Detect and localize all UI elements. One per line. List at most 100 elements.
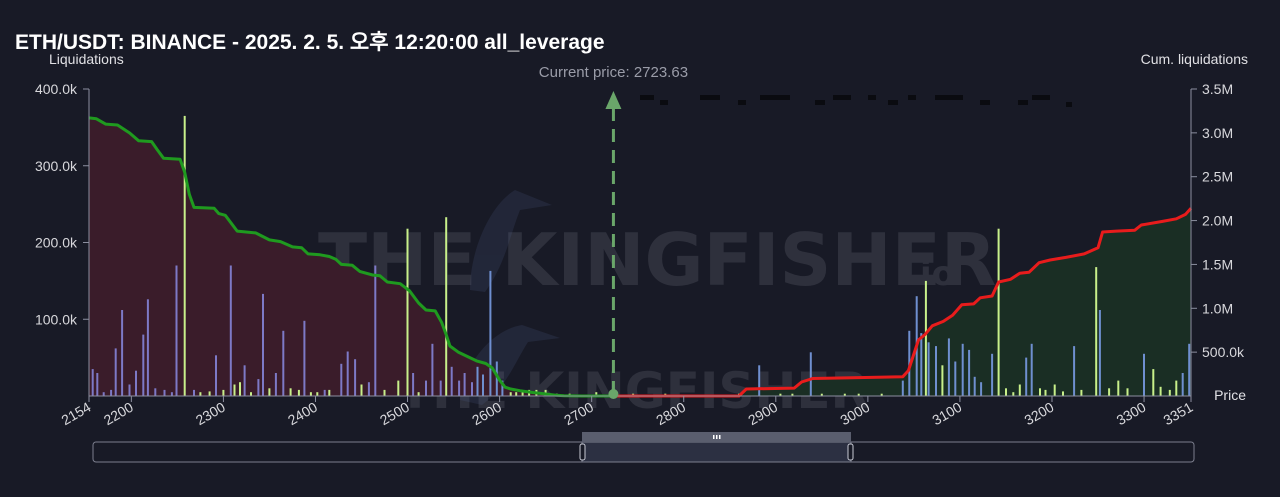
liquidation-bar (193, 389, 195, 396)
liquidation-bar (927, 342, 930, 396)
liquidation-bar (820, 393, 823, 396)
grip-dots-icon (713, 435, 721, 439)
liquidation-bar (521, 392, 524, 396)
liquidation-bar (1108, 388, 1111, 396)
liquidation-bar (961, 343, 964, 396)
liquidation-bar (128, 384, 131, 396)
liquidation-bar (229, 265, 232, 396)
liquidation-bar (340, 363, 343, 396)
right-tick-label: 2.5M (1202, 169, 1233, 185)
right-tick-label: 3.5M (1202, 81, 1233, 97)
liquidation-bar (501, 380, 504, 396)
liquidation-bar (463, 373, 466, 396)
liquidation-bar (346, 351, 349, 396)
liquidation-bar (968, 349, 971, 396)
range-slider-left-handle[interactable] (579, 443, 586, 461)
liquidation-bar (289, 388, 292, 396)
current-price-arrow-icon (605, 91, 622, 109)
liquidation-bar (303, 320, 306, 396)
x-tick-label: 2200 (101, 399, 136, 429)
liquidation-bar (445, 217, 448, 396)
liquidation-bar (941, 365, 944, 396)
liquidation-bar (1126, 388, 1129, 396)
liquidation-bar (297, 389, 300, 396)
left-tick-label: 400.0k (35, 81, 78, 97)
liquidation-bar (268, 388, 271, 396)
current-price-dot (608, 389, 619, 399)
range-slider-right-handle[interactable] (847, 443, 854, 461)
liquidation-bar (199, 392, 202, 396)
liquidation-bar (1039, 388, 1041, 396)
liquidation-bar (1012, 392, 1015, 396)
current-price-label: Current price: 2723.63 (539, 64, 688, 81)
liquidation-bar (257, 379, 260, 396)
liquidation-bar (360, 384, 363, 396)
liquidation-bar (412, 373, 415, 396)
liquidation-bar (880, 393, 883, 396)
liquidation-bar (997, 228, 1000, 396)
liquidation-bar (1025, 357, 1028, 396)
x-tick-label: 3100 (929, 399, 964, 429)
liquidation-bar (450, 366, 453, 396)
chart-title: ETH/USDT: BINANCE - 2025. 2. 5. 오후 12:20… (15, 31, 605, 54)
liquidation-bar (935, 346, 937, 396)
x-axis-title: Price (1214, 387, 1246, 403)
liquidation-bar (458, 380, 461, 396)
liquidation-bar (316, 392, 319, 396)
liquidation-bar (1080, 389, 1083, 396)
cumulative-lines (88, 116, 1193, 398)
liquidation-bar (328, 389, 331, 396)
left-tick-label: 200.0k (35, 235, 78, 251)
liquidation-bar (980, 382, 983, 396)
liquidation-bar (1095, 267, 1098, 396)
liquidation-bar (102, 392, 105, 396)
right-tick-label: 1.5M (1202, 256, 1233, 272)
x-tick-label: 2154 (59, 399, 94, 429)
liquidation-bar (1062, 391, 1064, 396)
liquidation-bar (509, 392, 512, 396)
liquidation-bar (163, 389, 166, 396)
liquidation-bar (262, 293, 264, 396)
left-tick-label: 100.0k (35, 311, 78, 327)
liquidation-bar (146, 299, 149, 396)
liquidation-bar (1143, 353, 1145, 396)
liquidation-bar (425, 380, 427, 396)
liquidation-bar (954, 361, 957, 396)
x-tick-label: 2300 (193, 399, 228, 429)
liquidation-bar (142, 334, 145, 396)
liquidation-bar (791, 393, 794, 396)
liquidation-bar (1188, 343, 1191, 396)
liquidation-bars (91, 115, 1191, 397)
x-tick-label: 3300 (1114, 399, 1149, 429)
liquidation-bar (471, 382, 473, 396)
liquidation-bar (121, 310, 124, 396)
watermark-brand: THE KINGFISHER (318, 218, 996, 302)
left-tick-label: 300.0k (35, 158, 78, 174)
liquidation-bar (439, 380, 442, 396)
liquidation-bar (1159, 386, 1162, 396)
range-slider[interactable] (92, 432, 1195, 463)
liquidation-bar (1073, 346, 1076, 396)
liquidation-bar (924, 280, 927, 396)
liquidation-bar (183, 115, 186, 397)
range-slider-window[interactable] (581, 441, 852, 463)
liquidation-bar (374, 265, 377, 396)
x-tick-label: 2400 (285, 399, 320, 429)
liquidation-bar (406, 228, 409, 396)
liquidation-bar (282, 330, 285, 396)
liquidation-bar (1168, 389, 1171, 396)
liquidation-bar (595, 392, 598, 396)
liquidation-bar (1030, 343, 1033, 396)
liquidation-bar (991, 353, 994, 396)
liquidation-bar (1175, 380, 1178, 396)
liquidation-bar (809, 352, 812, 396)
legend-placeholder (640, 95, 1072, 107)
liquidation-bar (476, 366, 479, 396)
liquidation-bar (920, 333, 923, 396)
liquidation-bar (96, 373, 99, 396)
liquidation-bar (758, 365, 761, 396)
liquidation-bar (354, 359, 357, 396)
short-cum-area (89, 117, 613, 397)
short-cum-line (88, 116, 613, 398)
